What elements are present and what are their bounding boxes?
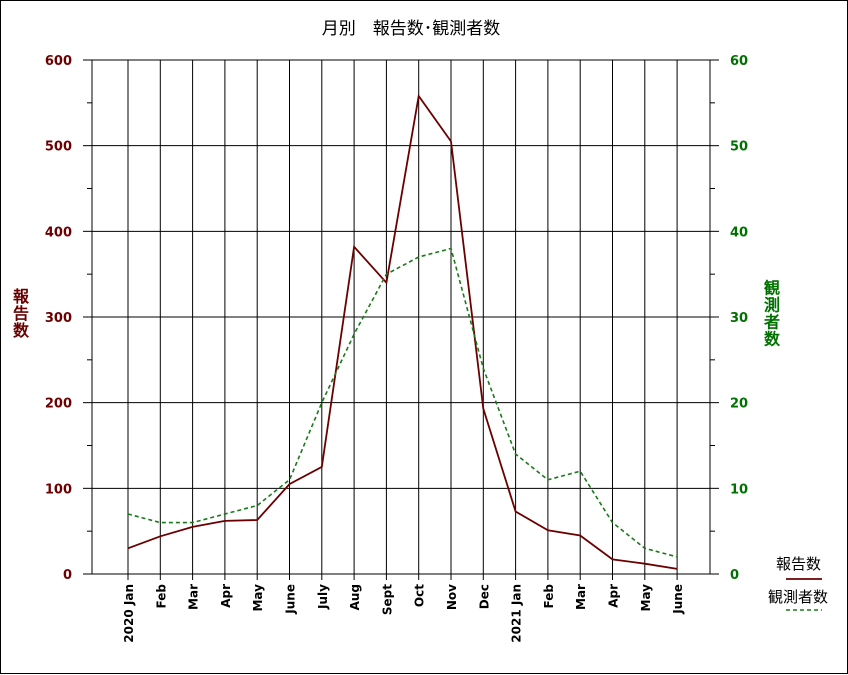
axis-title-text: 観測者数	[763, 279, 781, 349]
x-tick-label: Mar	[574, 584, 588, 610]
right-axis-ticks: 0 10 20 30 40 50 60	[710, 54, 748, 583]
left-tick-label: 300	[45, 311, 72, 326]
x-tick-label: Nov	[445, 584, 459, 610]
x-tick-label: 2020 Jan	[122, 584, 136, 643]
x-tick-label: Feb	[154, 584, 168, 609]
x-tick-label: July	[316, 584, 330, 610]
x-tick-label: June	[284, 584, 298, 615]
right-tick-label: 0	[730, 568, 739, 583]
x-tick-label: Apr	[607, 584, 621, 608]
x-tick-label: June	[671, 584, 685, 615]
right-tick-label: 10	[730, 482, 748, 497]
right-axis-title: 観測者数	[763, 279, 781, 349]
x-axis-ticks: 2020 Jan Feb Mar Apr May June July Aug Sept Oct No…	[122, 574, 685, 643]
x-tick-label: Sept	[380, 584, 394, 615]
x-tick-label: Apr	[219, 584, 233, 608]
chart-title: 月別 報告数･観測者数	[322, 19, 501, 39]
right-tick-label: 20	[730, 397, 748, 412]
x-tick-label: 2021 Jan	[510, 584, 524, 643]
left-tick-label: 100	[45, 482, 72, 497]
x-tick-label: Mar	[187, 584, 201, 610]
right-tick-label: 30	[730, 311, 748, 326]
series-line-observers	[127, 247, 678, 558]
left-tick-label: 500	[45, 140, 72, 155]
x-tick-label: Dec	[477, 584, 491, 609]
x-tick-label: Feb	[542, 584, 556, 609]
x-tick-label: May	[639, 584, 653, 612]
axis-title-text: 報告数	[13, 287, 30, 340]
legend-label: 観測者数	[768, 588, 828, 606]
x-tick-label: Aug	[348, 584, 362, 610]
left-axis-title: 報告数	[13, 287, 30, 340]
legend-label: 報告数	[776, 555, 821, 573]
series-lines	[127, 93, 678, 570]
right-tick-label: 40	[730, 225, 748, 240]
left-axis-ticks: 0 100 200 300 400 500 600	[45, 54, 92, 583]
x-tick-label: May	[251, 584, 265, 612]
x-tick-label: Oct	[413, 584, 427, 607]
series-line-reports	[127, 93, 678, 570]
left-tick-label: 600	[45, 54, 72, 69]
left-tick-label: 400	[45, 225, 72, 240]
right-tick-label: 50	[730, 140, 748, 155]
left-tick-label: 0	[63, 568, 72, 583]
grid	[92, 59, 710, 575]
left-tick-label: 200	[45, 397, 72, 412]
right-tick-label: 60	[730, 54, 748, 69]
